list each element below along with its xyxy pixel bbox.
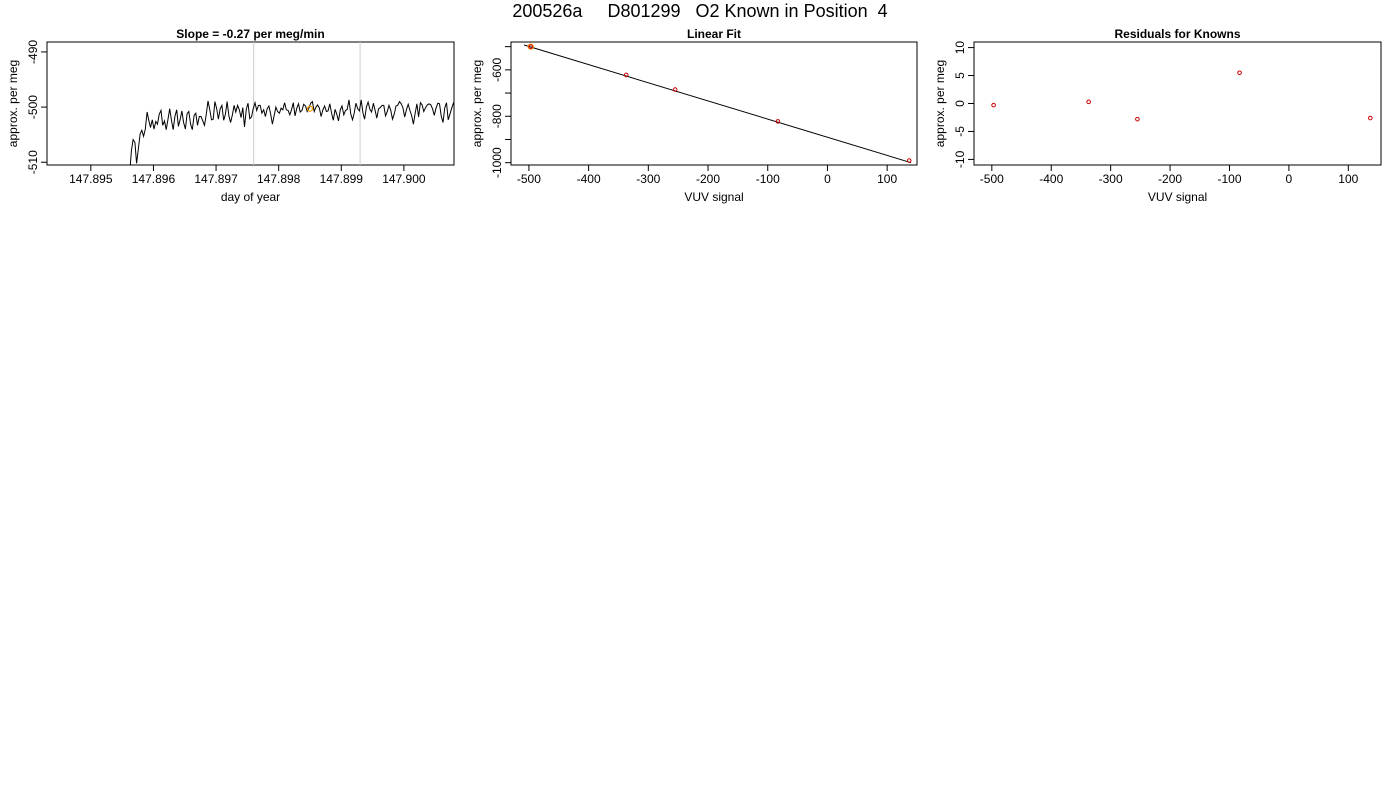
chart-title: Linear Fit [687, 27, 741, 41]
x-tick-label: 147.896 [132, 172, 176, 186]
x-tick-label: 100 [1338, 172, 1358, 186]
x-tick-label: -400 [577, 172, 601, 186]
x-tick-label: -500 [980, 172, 1004, 186]
chart-title: Residuals for Knowns [1114, 27, 1240, 41]
x-tick-label: 147.899 [320, 172, 364, 186]
x-tick-label: -200 [1158, 172, 1182, 186]
data-point [991, 102, 996, 108]
x-tick-label: 147.895 [69, 172, 113, 186]
y-tick-label: -500 [26, 95, 40, 119]
x-axis-label: day of year [221, 190, 280, 204]
chart-title: Slope = -0.27 per meg/min [176, 27, 324, 41]
x-tick-label: -400 [1039, 172, 1063, 186]
data-point [906, 158, 912, 163]
data-point [1135, 116, 1140, 122]
y-tick-label: -1000 [490, 147, 504, 178]
y-axis-label: approx. per meg [6, 60, 20, 147]
y-tick-label: -490 [26, 40, 40, 64]
x-tick-label: -500 [517, 172, 541, 186]
y-axis-label: approx. per meg [933, 60, 947, 147]
x-tick-label: 147.898 [257, 172, 301, 186]
x-axis-label: VUV signal [684, 190, 743, 204]
chart-residuals: Residuals for Knowns-500 -400 -300 -200 -100… [933, 27, 1382, 204]
fit-line [523, 44, 912, 164]
y-tick-label: -600 [490, 58, 504, 82]
data-point [775, 119, 781, 124]
page-title: 200526a D801299 O2 Known in Position 4 [512, 1, 888, 21]
x-tick-label: -100 [1217, 172, 1241, 186]
y-tick-label: -510 [26, 150, 40, 174]
x-tick-label: -200 [696, 172, 720, 186]
plot-marks [523, 43, 912, 164]
x-tick-label: -300 [636, 172, 660, 186]
plot-frame [510, 41, 918, 166]
highlight-point [306, 105, 314, 112]
y-tick-label: -10 [953, 150, 967, 168]
data-point [1368, 115, 1373, 121]
highlight-point [527, 43, 534, 50]
plot-marks [991, 70, 1373, 122]
series-line [129, 99, 454, 165]
x-tick-label: -100 [756, 172, 780, 186]
x-tick-label: 0 [1286, 172, 1293, 186]
x-tick-label: 0 [824, 172, 831, 186]
y-tick-label: 5 [953, 72, 967, 79]
y-tick-label: 0 [953, 100, 967, 107]
x-tick-label: -300 [1099, 172, 1123, 186]
y-tick-label: 10 [953, 41, 967, 55]
data-point [1237, 70, 1242, 76]
x-tick-label: 100 [877, 172, 897, 186]
x-axis-label: VUV signal [1148, 190, 1207, 204]
y-tick-label: -5 [953, 126, 967, 137]
data-point [1086, 99, 1091, 105]
chart-timeseries: Slope = -0.27 per meg/min 147.895 147.896 1… [6, 27, 455, 204]
data-point [528, 44, 534, 49]
plot-frame [46, 41, 455, 166]
data-point [672, 87, 678, 92]
x-tick-label: 147.897 [194, 172, 238, 186]
plot-marks [129, 42, 454, 165]
plot-frame [973, 41, 1382, 166]
y-tick-label: -800 [490, 104, 504, 128]
data-point [623, 72, 629, 78]
x-tick-label: 147.900 [382, 172, 426, 186]
y-axis-label: approx. per meg [470, 60, 484, 147]
